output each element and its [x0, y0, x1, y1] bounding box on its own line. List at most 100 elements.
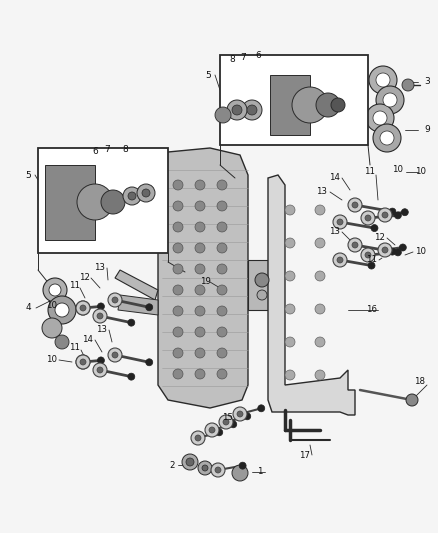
- Text: 5: 5: [25, 171, 31, 180]
- Circle shape: [402, 79, 414, 91]
- Circle shape: [173, 306, 183, 316]
- Circle shape: [142, 189, 150, 197]
- Circle shape: [76, 355, 90, 369]
- Circle shape: [195, 327, 205, 337]
- Text: 19: 19: [200, 278, 210, 287]
- Text: 13: 13: [317, 188, 328, 197]
- Circle shape: [337, 219, 343, 225]
- Circle shape: [380, 131, 394, 145]
- Circle shape: [369, 66, 397, 94]
- Text: 11: 11: [70, 280, 81, 289]
- Text: 16: 16: [367, 305, 378, 314]
- Text: 6: 6: [255, 51, 261, 60]
- Circle shape: [173, 327, 183, 337]
- Circle shape: [217, 306, 227, 316]
- Bar: [38, 148, 168, 253]
- Circle shape: [195, 264, 205, 274]
- Circle shape: [195, 285, 205, 295]
- Circle shape: [191, 431, 205, 445]
- Text: 10: 10: [392, 166, 403, 174]
- Circle shape: [382, 212, 388, 218]
- Circle shape: [366, 104, 394, 132]
- Text: 12: 12: [80, 273, 91, 282]
- Circle shape: [285, 370, 295, 380]
- Circle shape: [383, 93, 397, 107]
- Circle shape: [55, 335, 69, 349]
- Text: 18: 18: [414, 377, 425, 386]
- Circle shape: [97, 313, 103, 319]
- Circle shape: [97, 367, 103, 373]
- Text: 12: 12: [374, 233, 385, 243]
- Text: 14: 14: [329, 174, 340, 182]
- Circle shape: [285, 337, 295, 347]
- Circle shape: [173, 369, 183, 379]
- Circle shape: [211, 463, 225, 477]
- Circle shape: [173, 285, 183, 295]
- Circle shape: [112, 352, 118, 358]
- Text: 10: 10: [46, 356, 57, 365]
- Circle shape: [215, 467, 221, 473]
- Text: 2: 2: [169, 461, 175, 470]
- Circle shape: [182, 454, 198, 470]
- Circle shape: [255, 273, 269, 287]
- Circle shape: [217, 264, 227, 274]
- Polygon shape: [158, 148, 248, 408]
- Circle shape: [112, 297, 118, 303]
- Circle shape: [376, 73, 390, 87]
- Circle shape: [219, 415, 233, 429]
- Circle shape: [285, 271, 295, 281]
- Circle shape: [93, 363, 107, 377]
- Circle shape: [173, 222, 183, 232]
- Text: 9: 9: [424, 125, 430, 134]
- Text: 11: 11: [364, 167, 375, 176]
- Circle shape: [55, 303, 69, 317]
- Text: 4: 4: [25, 303, 31, 312]
- Circle shape: [247, 105, 257, 115]
- Circle shape: [257, 290, 267, 300]
- Text: 13: 13: [95, 263, 106, 272]
- Circle shape: [382, 247, 388, 253]
- Circle shape: [217, 327, 227, 337]
- Circle shape: [315, 337, 325, 347]
- Circle shape: [128, 192, 136, 200]
- Circle shape: [394, 212, 401, 219]
- Circle shape: [195, 243, 205, 253]
- Circle shape: [315, 304, 325, 314]
- Circle shape: [401, 209, 408, 216]
- Text: 15: 15: [223, 414, 233, 423]
- Text: 6: 6: [92, 148, 98, 157]
- Text: 14: 14: [82, 335, 93, 344]
- Circle shape: [48, 296, 76, 324]
- Circle shape: [137, 184, 155, 202]
- Polygon shape: [45, 165, 95, 240]
- Circle shape: [173, 243, 183, 253]
- Circle shape: [376, 86, 404, 114]
- Bar: [220, 55, 368, 145]
- Polygon shape: [270, 75, 310, 135]
- Circle shape: [195, 348, 205, 358]
- Circle shape: [365, 252, 371, 258]
- Circle shape: [173, 264, 183, 274]
- Circle shape: [97, 357, 104, 364]
- Circle shape: [365, 215, 371, 221]
- Circle shape: [195, 222, 205, 232]
- Circle shape: [217, 285, 227, 295]
- Circle shape: [202, 465, 208, 471]
- Circle shape: [316, 93, 340, 117]
- Circle shape: [285, 304, 295, 314]
- Circle shape: [128, 319, 135, 326]
- Text: 10: 10: [46, 302, 57, 311]
- Circle shape: [315, 271, 325, 281]
- Circle shape: [373, 124, 401, 152]
- Circle shape: [223, 419, 229, 425]
- Circle shape: [198, 461, 212, 475]
- Circle shape: [217, 180, 227, 190]
- Circle shape: [49, 284, 61, 296]
- Text: 8: 8: [122, 146, 128, 155]
- Circle shape: [128, 373, 135, 380]
- Circle shape: [227, 100, 247, 120]
- Circle shape: [215, 107, 231, 123]
- Circle shape: [77, 184, 113, 220]
- Circle shape: [361, 248, 375, 262]
- Circle shape: [331, 98, 345, 112]
